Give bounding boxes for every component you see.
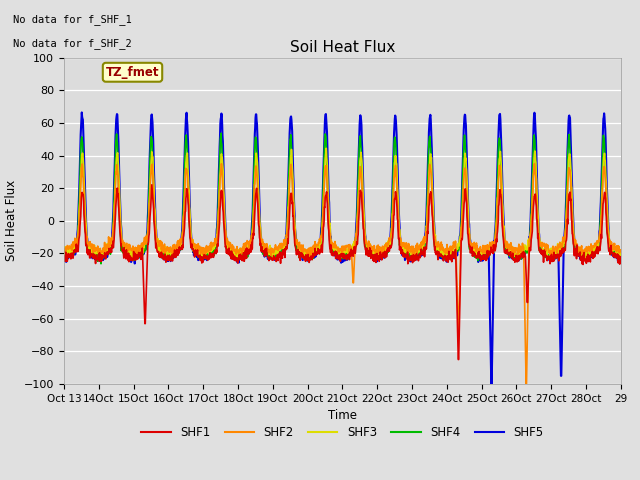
SHF4	[611, 246, 618, 252]
SHF5	[328, 247, 336, 252]
SHF1	[148, 182, 156, 188]
Text: No data for f_SHF_2: No data for f_SHF_2	[13, 38, 132, 49]
SHF3	[317, 236, 325, 241]
SHF1	[60, 256, 68, 262]
SHF4	[217, 131, 225, 136]
SHF1	[617, 258, 625, 264]
SHF5	[617, 254, 625, 260]
SHF1	[328, 248, 336, 253]
SHF4	[556, 250, 564, 255]
SHF2	[617, 248, 625, 253]
Line: SHF2: SHF2	[64, 164, 621, 384]
SHF5	[556, 322, 564, 327]
SHF1	[454, 357, 462, 362]
SHF2	[147, 169, 155, 175]
SHF5	[317, 224, 325, 229]
SHF3	[60, 253, 68, 259]
SHF2	[531, 161, 538, 167]
SHF5	[78, 109, 86, 115]
SHF2	[317, 234, 325, 240]
SHF5	[60, 257, 68, 263]
SHF3	[556, 250, 563, 256]
Line: SHF1: SHF1	[64, 185, 621, 360]
SHF5	[148, 112, 156, 118]
SHF5	[474, 253, 482, 259]
Title: Soil Heat Flux: Soil Heat Flux	[290, 40, 395, 55]
SHF3	[323, 145, 330, 151]
SHF4	[328, 243, 336, 249]
SHF1	[474, 255, 482, 261]
Line: SHF3: SHF3	[64, 148, 621, 259]
SHF2	[328, 246, 335, 252]
SHF5	[611, 252, 618, 257]
SHF3	[610, 242, 618, 248]
SHF4	[60, 256, 68, 262]
SHF3	[474, 247, 482, 252]
X-axis label: Time: Time	[328, 409, 357, 422]
SHF4	[617, 254, 625, 260]
SHF3	[617, 248, 625, 254]
SHF1	[147, 197, 155, 203]
SHF2	[474, 248, 481, 254]
SHF2	[522, 381, 530, 387]
SHF4	[97, 261, 105, 267]
Legend: SHF1, SHF2, SHF3, SHF4, SHF5: SHF1, SHF2, SHF3, SHF4, SHF5	[136, 421, 548, 444]
Y-axis label: Soil Heat Flux: Soil Heat Flux	[5, 180, 19, 262]
SHF3	[147, 161, 155, 167]
Line: SHF5: SHF5	[64, 112, 621, 384]
SHF3	[614, 256, 622, 262]
SHF4	[148, 134, 156, 140]
SHF1	[611, 250, 618, 256]
SHF2	[60, 248, 68, 254]
SHF4	[318, 221, 326, 227]
SHF1	[556, 250, 564, 255]
SHF3	[328, 244, 336, 250]
Text: No data for f_SHF_1: No data for f_SHF_1	[13, 14, 132, 25]
Line: SHF4: SHF4	[64, 133, 621, 264]
SHF5	[488, 381, 495, 387]
Text: TZ_fmet: TZ_fmet	[106, 66, 159, 79]
SHF2	[611, 242, 618, 248]
SHF2	[556, 240, 564, 245]
SHF4	[474, 251, 482, 257]
SHF1	[317, 242, 325, 248]
